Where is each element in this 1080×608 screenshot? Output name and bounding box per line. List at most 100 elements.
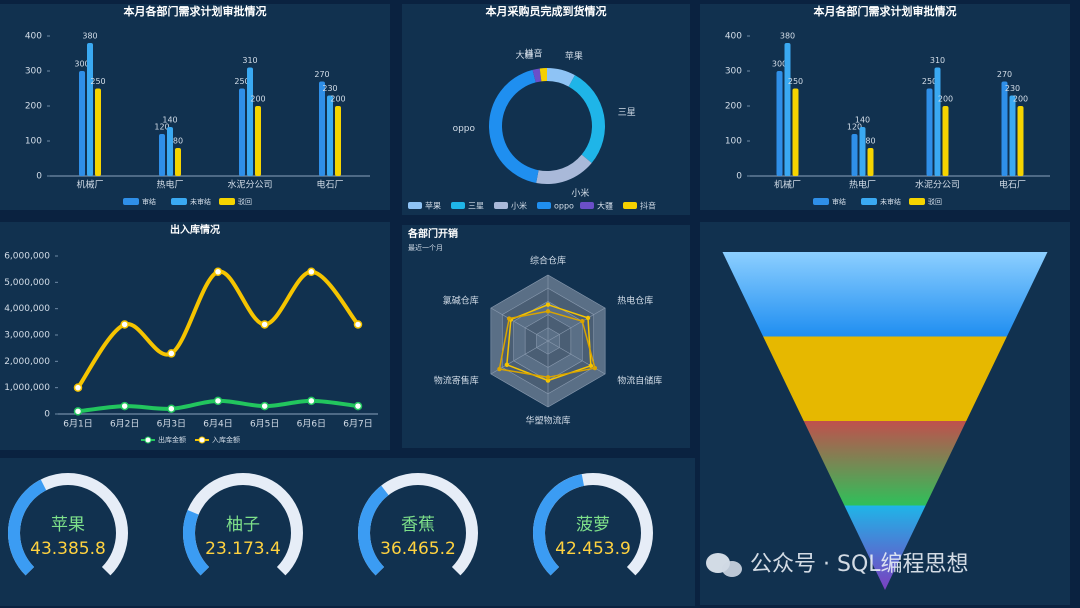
point [260,401,269,411]
watermark-icon [722,561,742,577]
legend-swatch [909,198,925,205]
legend-label: 驳回 [928,198,942,206]
x-tick-label: 电石厂 [999,179,1026,191]
value-label: 140 [855,116,870,125]
radar-point [545,302,551,307]
value-label: 380 [780,32,795,41]
chart-title: 本月采购员完成到货情况 [486,4,607,18]
bar [247,67,253,176]
legend-label: oppo [554,202,574,211]
value-label: 310 [930,56,945,65]
y-tick-label: 200 [725,102,742,112]
slice-label: 苹果 [565,50,583,62]
gauge-value: 23.173.4 [205,539,281,559]
bar [95,88,101,176]
legend-label: 审结 [142,197,156,206]
value-label: 270 [997,70,1012,79]
slice-label: 小米 [571,187,589,199]
x-tick-label: 电石厂 [316,179,343,191]
bar [87,43,93,176]
bar [79,71,85,176]
bar [776,71,783,176]
bar [1017,106,1024,176]
donut-slice [547,68,575,87]
y-tick-label: 0 [736,172,742,182]
x-tick-label: 6月7日 [343,419,372,430]
value-label: 300 [772,60,787,69]
x-tick-label: 6月3日 [157,419,186,430]
x-tick-label: 6月4日 [203,419,232,430]
legend-label: 审结 [832,197,846,206]
y-tick-label: 1,000,000 [4,383,50,393]
legend-swatch [494,202,508,209]
legend-swatch [861,198,877,205]
bar [159,134,165,176]
value-label: 200 [938,95,953,104]
bar [942,106,949,176]
radar-spoke [547,307,606,342]
chart-title: 本月各部门需求计划审批情况 [814,4,957,18]
point [120,320,129,329]
value-label: 80 [865,137,875,146]
radar-point [585,315,591,321]
gauge-progress [358,485,389,576]
x-tick-label: 6月5日 [250,419,279,430]
donut-slice [536,154,592,184]
legend-label: 未审结 [880,197,901,206]
radar-point [545,309,551,314]
value-label: 250 [234,77,249,86]
point [167,349,176,358]
x-tick-label: 6月2日 [110,419,139,430]
radar-point [580,319,585,324]
legend-swatch [171,198,187,205]
y-tick-label: 100 [725,137,742,147]
point [353,401,363,411]
bar [167,127,173,176]
y-tick-label: 100 [25,137,42,147]
y-tick-label: 4,000,000 [4,304,50,314]
panel [0,222,390,450]
chart-title: 本月各部门需求计划审批情况 [124,4,267,18]
y-tick-label: 0 [44,410,50,420]
value-label: 120 [847,123,862,132]
gauge-value: 42.453.9 [555,539,631,559]
bar [792,88,799,176]
y-tick-label: 6,000,000 [4,252,50,262]
value-label: 200 [330,95,345,104]
x-tick-label: 6月6日 [297,419,326,430]
indicator-label: 物流寄售库 [434,375,479,387]
legend-label: 驳回 [238,198,252,206]
slice-label: 抖音 [524,48,542,60]
point [307,267,316,277]
indicator-label: 物流自储库 [617,375,662,387]
donut-slice [539,68,547,82]
value-label: 230 [322,84,337,93]
value-label: 200 [1013,95,1028,104]
legend-swatch [813,198,829,205]
bar [784,43,791,176]
point [120,401,129,411]
gauge-name: 柚子 [226,515,260,535]
value-label: 380 [82,32,97,41]
gauge-progress [183,510,210,576]
bar [1009,95,1016,176]
legend-swatch [123,198,139,205]
bar [327,95,333,176]
chart-subtitle: 最近一个月 [408,243,443,252]
bar [867,148,874,176]
gauge-value: 43.385.8 [30,539,106,559]
x-tick-label: 6月1日 [63,419,92,430]
y-tick-label: 0 [36,172,42,182]
radar-point [545,378,551,383]
x-tick-label: 机械厂 [76,179,103,191]
gauge-value: 36.465.2 [380,539,456,559]
x-tick-label: 机械厂 [774,179,801,191]
legend-swatch [408,202,422,209]
legend-label: 出库金额 [158,435,186,444]
legend-swatch [537,202,551,209]
value-label: 80 [173,137,183,146]
x-tick-label: 热电厂 [156,179,183,191]
gauge-name: 菠萝 [576,515,610,535]
